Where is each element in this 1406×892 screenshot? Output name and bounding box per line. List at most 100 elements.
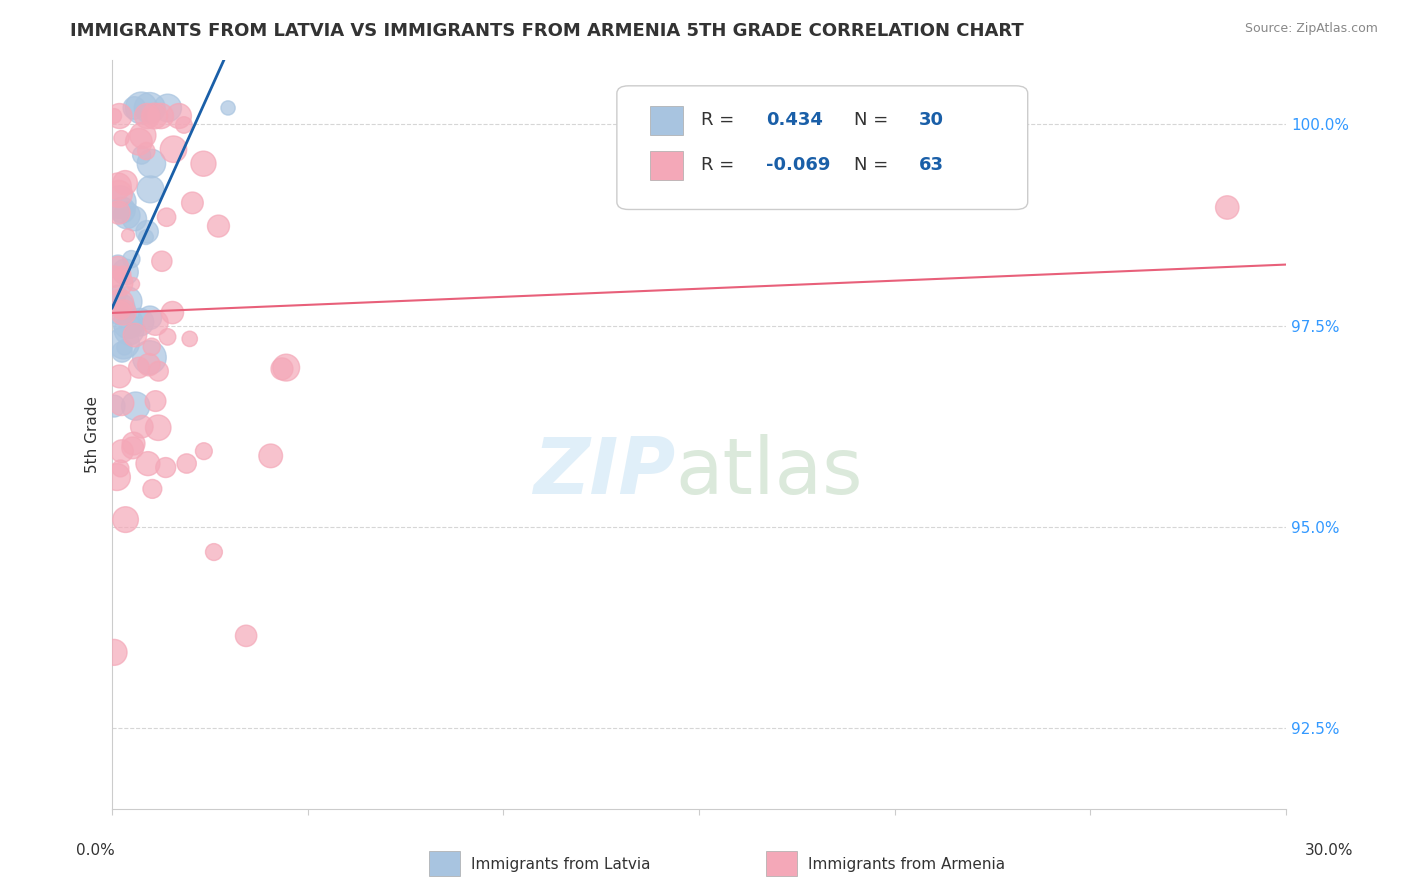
Point [114,513,136,527]
Point [176,457,198,471]
Point [138,351,160,365]
Point [122,277,145,292]
Point [110,396,132,410]
Point [156,101,179,115]
Bar [650,151,682,179]
Point [131,419,153,434]
Y-axis label: 5th Grade: 5th Grade [86,396,100,473]
Point [103,269,125,284]
Text: 30: 30 [918,112,943,129]
Point [207,219,229,233]
Point [128,135,150,149]
Point [155,460,177,475]
Point [141,156,163,170]
Point [148,421,170,435]
Point [1216,201,1239,215]
Point [108,301,131,316]
Point [139,182,162,196]
Point [138,101,160,115]
Point [108,276,131,290]
Point [271,361,294,376]
Point [114,340,136,354]
Point [139,310,162,325]
Text: -0.069: -0.069 [766,156,831,174]
Point [179,332,201,346]
Point [117,228,139,243]
Point [111,345,134,359]
Point [108,296,131,310]
Point [112,336,135,351]
Point [131,148,153,162]
Point [124,399,146,413]
Text: IMMIGRANTS FROM LATVIA VS IMMIGRANTS FROM ARMENIA 5TH GRADE CORRELATION CHART: IMMIGRANTS FROM LATVIA VS IMMIGRANTS FRO… [70,22,1024,40]
Point [111,202,134,217]
Point [105,470,128,484]
Point [114,176,136,190]
Point [260,449,283,463]
Point [110,461,132,475]
Point [181,195,204,210]
Point [122,436,145,450]
Point [173,118,195,132]
Point [276,360,298,375]
Text: 0.0%: 0.0% [76,843,115,857]
Point [103,645,125,659]
Point [135,144,157,158]
Point [108,369,131,384]
Point [103,109,125,123]
Point [115,294,138,309]
Point [138,358,160,372]
Text: 0.434: 0.434 [766,112,823,129]
Point [108,194,131,209]
Point [162,142,184,156]
Bar [650,106,682,135]
Point [115,208,138,222]
Point [156,330,179,344]
Point [143,109,166,123]
Point [111,444,134,458]
Point [108,186,131,201]
Point [149,109,172,123]
Text: 30.0%: 30.0% [1305,843,1353,857]
Point [114,265,136,279]
Text: Source: ZipAtlas.com: Source: ZipAtlas.com [1244,22,1378,36]
Point [107,258,129,272]
Point [150,254,173,268]
Point [136,109,159,123]
Point [121,441,143,455]
Point [124,328,146,343]
Point [131,101,153,115]
Point [128,360,150,375]
Text: R =: R = [702,112,741,129]
Text: R =: R = [702,156,741,174]
Point [193,157,215,171]
Point [117,317,139,331]
Point [107,179,129,194]
Point [132,128,155,143]
Text: Immigrants from Armenia: Immigrants from Armenia [808,857,1005,871]
Point [155,211,177,225]
Point [124,101,146,115]
Text: N =: N = [853,156,894,174]
Point [118,323,141,337]
Point [108,109,131,123]
Point [193,444,215,458]
Point [162,305,184,319]
Point [141,482,163,496]
Point [136,457,159,471]
Point [107,287,129,301]
Point [235,629,257,643]
Point [103,399,125,413]
Point [148,364,170,378]
Point [139,109,162,123]
Text: Immigrants from Latvia: Immigrants from Latvia [471,857,651,871]
Point [110,131,132,145]
Point [107,205,129,219]
Point [202,545,225,559]
Text: atlas: atlas [675,434,863,509]
Point [110,303,132,318]
Point [112,305,135,319]
Text: ZIP: ZIP [533,434,675,509]
Text: 63: 63 [918,156,943,174]
Point [128,315,150,329]
